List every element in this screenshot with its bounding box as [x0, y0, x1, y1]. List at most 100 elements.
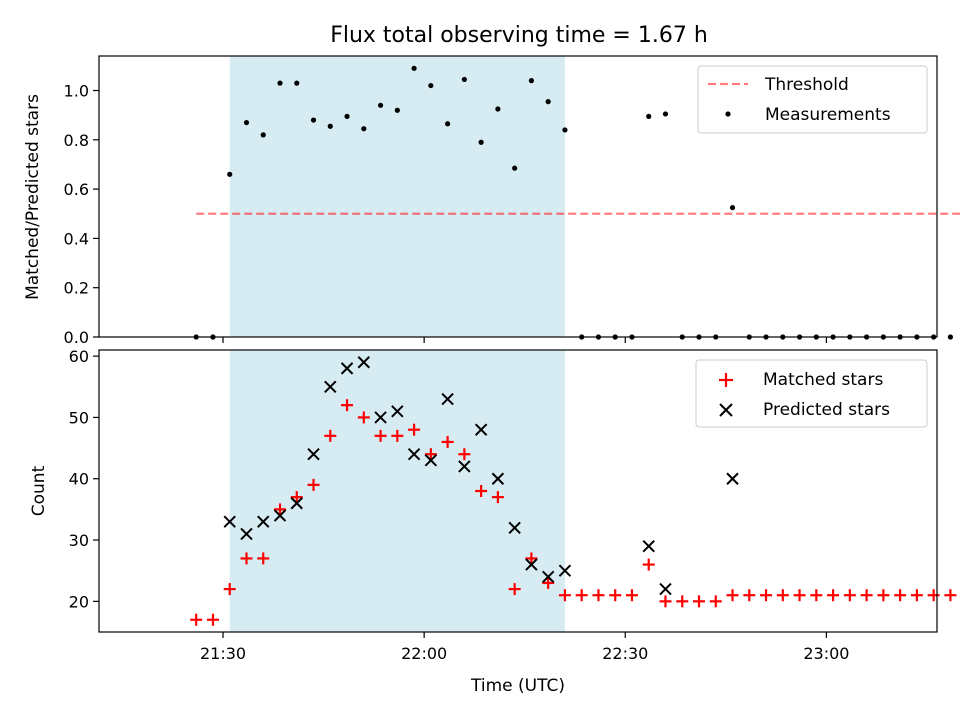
predicted-star-point — [474, 423, 488, 436]
matched-star-point — [508, 583, 521, 596]
legend-matched-swatch — [719, 373, 733, 387]
measurement-point — [344, 113, 350, 119]
matched-star-point — [307, 478, 320, 491]
x-stroke-b — [558, 564, 572, 577]
bottom-y-tick-label: 50 — [69, 408, 89, 427]
x-stroke-b — [223, 515, 236, 528]
matched-star-point — [592, 589, 605, 602]
x-stroke-b — [290, 497, 303, 510]
predicted-star-point — [458, 460, 471, 473]
x-stroke-b — [374, 411, 387, 424]
measurement-point — [361, 126, 367, 132]
measurement-point — [428, 82, 434, 89]
measurement-point — [562, 127, 568, 133]
bottom-axes-frame — [98, 349, 938, 633]
legend-measurements-swatch — [725, 111, 731, 117]
predicted-star-point — [541, 570, 555, 584]
matched-star-point — [391, 429, 404, 442]
predicted-star-point — [407, 448, 421, 461]
measurement-point — [662, 111, 669, 117]
predicted-star-point — [441, 392, 454, 406]
predicted-star-point — [324, 380, 337, 393]
bottom-shaded-span — [229, 350, 565, 632]
measurement-point — [327, 123, 333, 129]
predicted-star-point — [558, 564, 572, 577]
predicted-star-point — [659, 582, 672, 596]
matched-star-point — [760, 589, 773, 602]
predicted-star-point — [240, 527, 253, 541]
matched-star-point — [776, 589, 789, 602]
measurement-point — [947, 334, 954, 340]
measurement-point — [478, 139, 484, 145]
matched-star-point — [324, 429, 337, 442]
x-stroke-b — [357, 356, 371, 369]
predicted-star-point — [525, 558, 538, 571]
matched-star-point — [944, 589, 957, 602]
x-stroke-b — [441, 392, 454, 406]
predicted-star-point — [340, 362, 354, 375]
x-stroke-b — [458, 460, 471, 473]
x-axis-label: Time (UTC) — [470, 676, 565, 696]
matched-star-point — [860, 589, 873, 602]
predicted-star-point — [307, 448, 320, 461]
x-stroke-b — [642, 539, 655, 553]
matched-star-point — [240, 552, 253, 565]
matched-star-point — [910, 589, 923, 602]
measurement-point — [243, 119, 250, 126]
matched-star-point — [341, 399, 354, 412]
top-y-tick-label: 0.8 — [64, 131, 89, 150]
matched-star-point — [609, 589, 622, 602]
matched-star-point — [458, 448, 471, 461]
legend-measurements-label: Measurements — [765, 105, 891, 125]
measurement-point — [260, 132, 266, 138]
matched-star-point — [575, 589, 588, 602]
chart-title: Flux total observing time = 1.67 h — [330, 23, 708, 48]
matched-star-point — [274, 503, 287, 516]
x-stroke-b — [424, 454, 438, 467]
predicted-star-point — [726, 472, 739, 485]
top-y-tick-label: 0.2 — [64, 279, 89, 298]
x-stroke-b — [541, 570, 555, 584]
bottom-y-axis-label: Count — [29, 465, 49, 516]
top-axes-frame — [98, 55, 938, 338]
x-stroke-b — [391, 405, 404, 418]
matched-star-point — [357, 411, 370, 424]
x-stroke-b — [340, 362, 354, 375]
matched-star-point — [676, 595, 689, 608]
matched-star-point — [475, 485, 488, 497]
x-tick-label: 21:30 — [200, 644, 246, 663]
matched-star-point — [223, 583, 236, 596]
matched-star-point — [927, 589, 940, 602]
matched-star-point — [408, 423, 421, 436]
top-y-tick-label: 0.4 — [64, 229, 89, 248]
measurement-point — [729, 204, 736, 211]
top-y-tick-label: 1.0 — [64, 82, 89, 101]
matched-star-point — [190, 613, 203, 626]
bottom-y-tick-label: 40 — [69, 470, 89, 489]
top-shaded-span — [229, 56, 565, 337]
x-stroke-b — [508, 521, 521, 534]
top-panel: 0.0 0.2 0.4 0.6 0.8 1.0 Matched/Predicted sta… — [23, 55, 960, 347]
matched-star-point — [424, 448, 437, 461]
measurement-point — [411, 65, 417, 71]
matched-star-point — [709, 595, 722, 608]
bottom-plot-area — [190, 356, 957, 626]
matched-star-point — [659, 595, 672, 608]
bottom-legend-box — [695, 359, 928, 428]
predicted-star-point — [374, 411, 387, 424]
matched-star-point — [642, 558, 655, 571]
x-stroke-b — [474, 423, 488, 436]
predicted-star-point — [273, 509, 287, 522]
x-stroke-b — [324, 380, 337, 393]
matched-star-point — [810, 589, 823, 602]
predicted-star-point — [357, 356, 371, 369]
measurement-point — [495, 106, 501, 112]
measurement-point — [461, 76, 467, 83]
x-stroke-b — [257, 515, 270, 528]
matched-star-point — [726, 589, 739, 602]
bottom-legend: Matched stars Predicted stars — [695, 359, 928, 428]
x-tick-label: 22:00 — [401, 644, 447, 663]
top-y-tick-label: 0.0 — [64, 328, 89, 347]
matched-star-point — [625, 589, 638, 602]
bottom-panel: 203040506021:3022:0022:3023:0023:3000:00… — [29, 347, 957, 663]
